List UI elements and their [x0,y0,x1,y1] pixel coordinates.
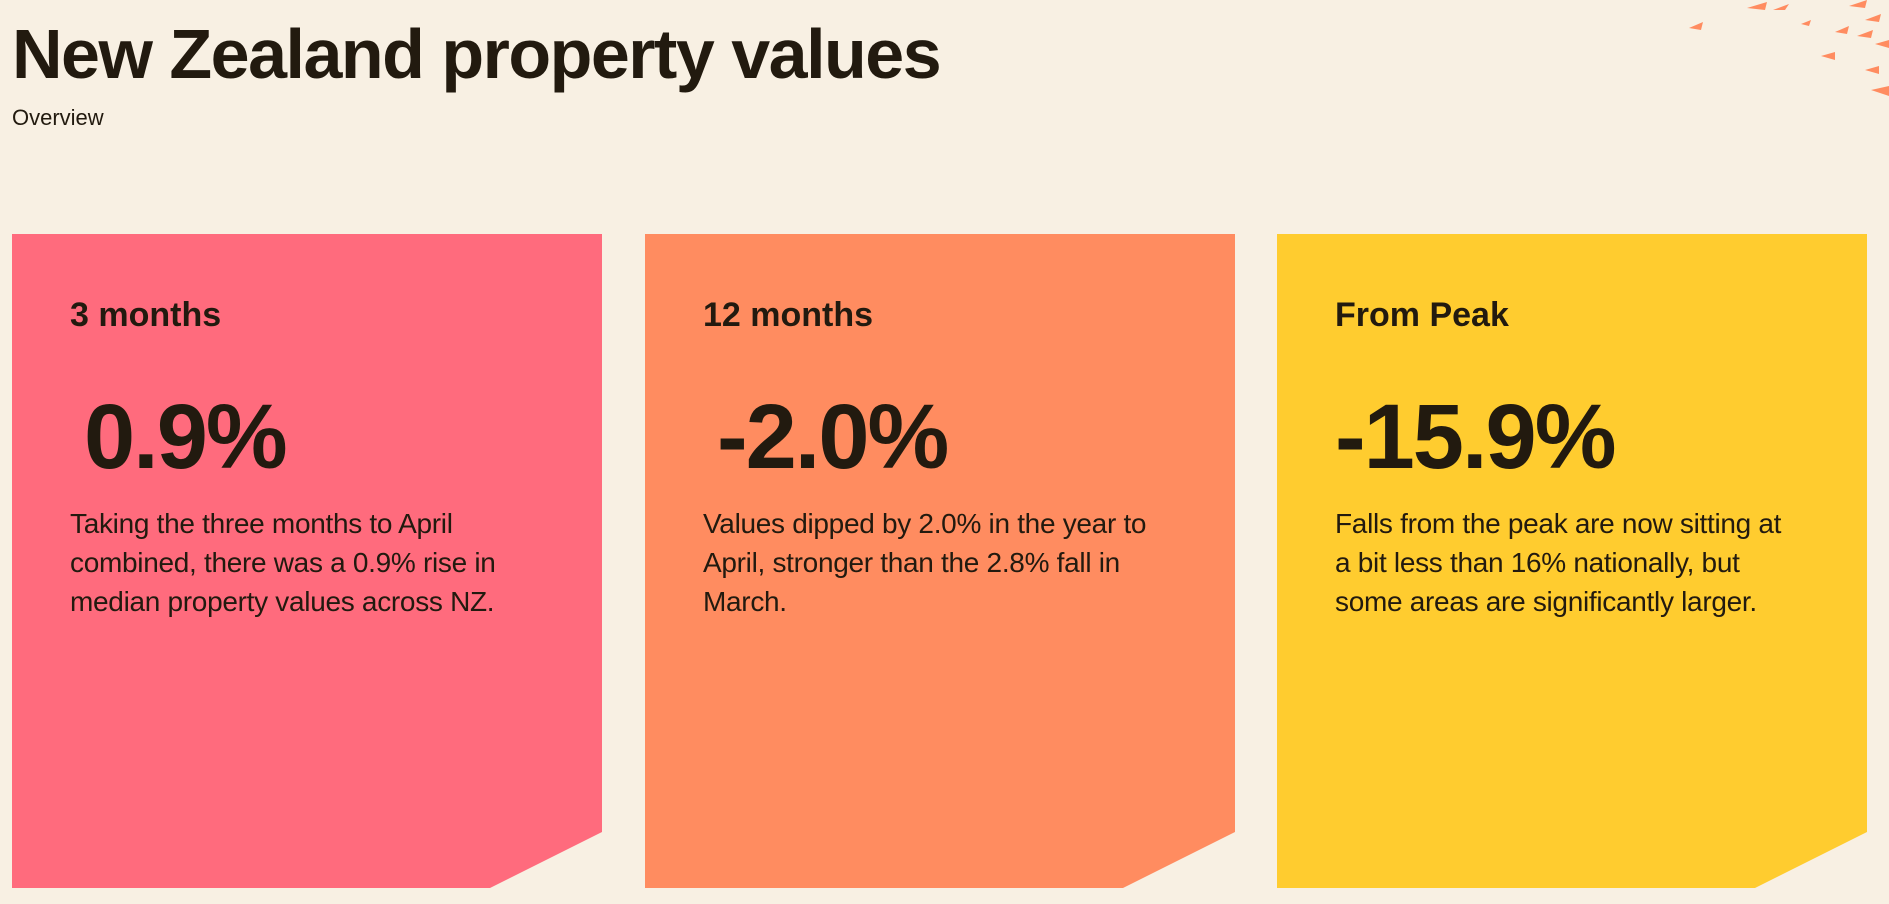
page-subtitle: Overview [12,105,104,130]
card-label: 12 months [703,296,874,334]
card-from-peak: From Peak -15.9% Falls from the peak are… [1277,234,1867,888]
card-label: 3 months [70,296,222,334]
card-description: Values dipped by 2.0% in the year to Apr… [703,508,1147,617]
card-background [12,234,602,888]
card-3-months: 3 months 0.9% Taking the three months to… [12,234,602,888]
card-description: Falls from the peak are now sitting at a… [1335,508,1782,617]
card-background [645,234,1235,888]
card-description: Taking the three months to April combine… [70,508,496,617]
card-label: From Peak [1335,296,1509,334]
page-title: New Zealand property values [12,15,942,93]
card-background [1277,234,1867,888]
confetti-triangles-icon [1689,0,1889,96]
card-value: 0.9% [84,386,288,488]
card-value: -2.0% [717,386,949,488]
card-12-months: 12 months -2.0% Values dipped by 2.0% in… [645,234,1235,888]
card-value: -15.9% [1335,386,1616,488]
